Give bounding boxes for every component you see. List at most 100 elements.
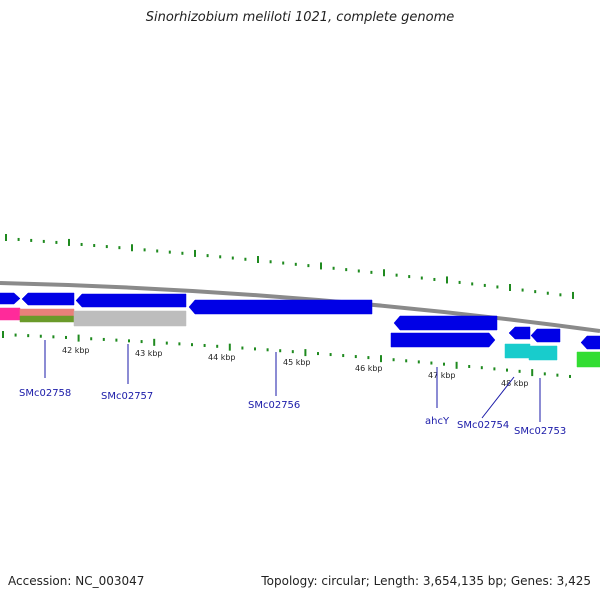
gene-block-cyan[interactable] [528,345,558,361]
kbp-label: 46 kbp [355,364,383,373]
inner-tick-mark [342,354,345,358]
gene-arrow-forward[interactable] [393,315,498,331]
gene-block-gray[interactable] [73,310,187,327]
outer-tick-mark [17,237,20,241]
kbp-label: 42 kbp [62,346,90,355]
gene-arrow-forward[interactable] [75,293,187,308]
outer-tick-mark [446,276,448,284]
outer-tick-mark [131,244,133,252]
gene-block-olive[interactable] [19,315,75,323]
outer-tick-mark [433,277,436,281]
inner-tick-mark [291,350,294,354]
inner-tick-mark [569,374,571,378]
gene-arrow-forward[interactable] [508,326,531,340]
gene-block-pink[interactable] [0,307,21,321]
gene-label[interactable]: SMc02756 [248,400,300,411]
inner-tick-track [2,331,571,378]
inner-tick-mark [443,362,445,366]
inner-tick-mark [317,352,319,356]
inner-tick-mark [128,339,130,343]
outer-tick-mark [320,262,322,270]
outer-tick-track [5,234,574,299]
outer-tick-mark [458,280,461,284]
inner-tick-mark [153,338,156,346]
inner-tick-mark [14,333,17,337]
gene-arrow-forward[interactable] [0,292,21,305]
gene-arrow-forward[interactable] [580,335,600,350]
gene-arrow-forward[interactable] [188,299,373,315]
outer-tick-mark [93,244,96,248]
gene-arrow-forward[interactable] [21,292,75,306]
gene-label[interactable]: SMc02754 [457,420,509,431]
outer-tick-mark [118,246,121,250]
genome-title: Sinorhizobium meliloti 1021, complete ge… [145,10,455,25]
gene-label-leader-line [481,376,515,419]
gene-block-salmon[interactable] [19,308,75,317]
outer-tick-mark [30,238,33,242]
inner-tick-mark [52,335,55,339]
outer-tick-mark [105,245,108,249]
inner-tick-mark [140,340,143,344]
inner-tick-mark [65,335,67,339]
inner-tick-mark [39,334,42,338]
gene-label-track[interactable]: SMc02758 SMc02757 SMc02756 ahcY SMc02754 SMc0… [19,340,566,437]
inner-tick-mark [417,360,420,364]
outer-tick-mark [219,255,222,259]
outer-tick-mark [68,238,70,246]
outer-tick-mark [206,254,209,258]
outer-tick-mark [5,234,7,241]
inner-tick-mark [165,341,168,345]
kbp-label: 44 kbp [208,353,236,362]
inner-tick-mark [203,343,206,347]
genome-backbone [0,281,600,333]
outer-tick-mark [496,285,499,289]
gene-label[interactable]: SMc02753 [514,426,566,437]
inner-tick-mark [480,366,483,370]
inner-tick-mark [493,367,496,371]
outer-tick-mark [181,251,184,255]
inner-tick-mark [77,334,80,342]
gene-track[interactable] [0,292,600,368]
outer-tick-mark [546,291,549,295]
inner-tick-mark [241,346,244,350]
inner-tick-mark [266,348,269,352]
inner-tick-mark [254,347,256,351]
outer-tick-mark [156,249,159,253]
kbp-scale-labels: 42 kbp 43 kbp 44 kbp 45 kbp 46 kbp 47 kbp 48 k… [62,346,529,388]
inner-tick-mark [455,361,458,369]
gene-arrow-reverse[interactable] [390,332,496,348]
outer-tick-mark [231,256,234,260]
outer-tick-mark [244,257,247,261]
gene-block-green[interactable] [576,351,600,368]
inner-tick-mark [2,331,4,338]
outer-tick-mark [80,242,83,246]
outer-tick-mark [559,293,562,297]
gene-label[interactable]: SMc02757 [101,391,153,402]
inner-tick-mark [468,364,471,368]
inner-tick-mark [90,337,93,341]
outer-tick-mark [168,250,171,254]
outer-tick-mark [294,262,297,266]
outer-tick-mark [269,260,272,264]
outer-tick-mark [307,264,310,268]
outer-tick-mark [143,248,146,252]
gene-label[interactable]: SMc02758 [19,388,71,399]
inner-tick-mark [543,372,546,376]
outer-tick-mark [194,249,196,257]
gene-block-cyan[interactable] [504,343,531,359]
inner-tick-mark [279,349,282,353]
inner-tick-mark [430,361,433,365]
inner-tick-mark [115,338,118,342]
outer-tick-mark [471,282,474,286]
inner-tick-mark [304,349,307,357]
inner-tick-mark [27,334,30,338]
inner-tick-mark [191,343,193,347]
gene-arrow-forward[interactable] [530,328,561,343]
kbp-label: 45 kbp [283,358,311,367]
gene-label[interactable]: ahcY [425,416,450,427]
outer-tick-mark [395,273,398,277]
inner-tick-mark [380,355,382,363]
outer-tick-mark [257,256,259,263]
inner-tick-mark [392,358,395,362]
